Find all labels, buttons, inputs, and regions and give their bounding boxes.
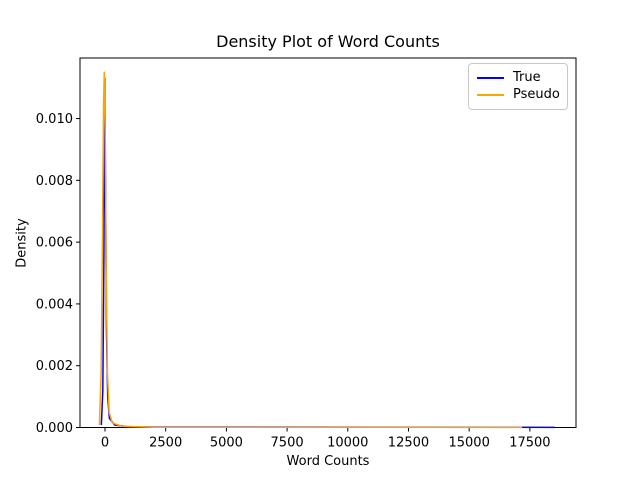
y-axis-label: Density (14, 218, 30, 268)
x-tick-label: 10000 (327, 436, 368, 451)
y-tick-label: 0.000 (36, 421, 73, 436)
axes-spines (79, 57, 577, 428)
chart-title: Density Plot of Word Counts (216, 32, 440, 51)
legend-line-sample-pseudo (477, 94, 504, 96)
series-line-true (100, 77, 555, 429)
x-tick-label: 15000 (448, 436, 489, 451)
legend-line-sample-true (477, 77, 504, 79)
legend: True Pseudo (468, 63, 568, 110)
x-tick-label: 5000 (210, 436, 243, 451)
legend-item-true: True (477, 70, 561, 86)
series-line-pseudo (98, 71, 523, 429)
y-tick-label: 0.006 (36, 236, 73, 251)
legend-label-pseudo: Pseudo (513, 87, 560, 102)
y-tick-label: 0.008 (36, 174, 73, 189)
y-tick-label: 0.004 (36, 297, 73, 312)
x-tick-label: 7500 (271, 436, 304, 451)
x-tick-label: 0 (101, 436, 109, 451)
x-axis-label: Word Counts (286, 454, 370, 469)
legend-item-pseudo: Pseudo (477, 87, 561, 103)
y-tick-label: 0.002 (36, 359, 73, 374)
y-tick-label: 0.010 (36, 112, 73, 127)
x-tick-label: 12500 (388, 436, 429, 451)
x-tick-label: 17500 (509, 436, 550, 451)
x-tick-label: 2500 (149, 436, 182, 451)
legend-label-true: True (513, 70, 541, 85)
